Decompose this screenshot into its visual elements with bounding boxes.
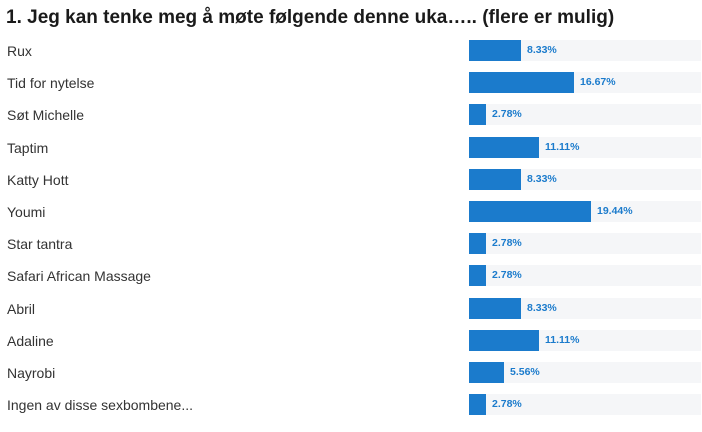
bar-row: Nayrobi 5.56% <box>0 359 702 391</box>
bar-value-label: 11.11% <box>545 140 580 153</box>
bar <box>469 361 504 383</box>
chart-title: 1. Jeg kan tenke meg å møte følgende den… <box>6 7 615 28</box>
category-label: Adaline <box>7 332 54 349</box>
bar-track: 8.33% <box>469 297 701 319</box>
bar-value-label: 16.67% <box>580 76 616 89</box>
bar-row: Adaline 11.11% <box>0 327 702 359</box>
category-label: Youmi <box>7 203 46 220</box>
bar <box>469 297 521 319</box>
bar <box>469 200 591 222</box>
bar-value-label: 8.33% <box>527 172 557 185</box>
bar-value-label: 11.11% <box>545 333 580 346</box>
bar-value-label: 2.78% <box>492 269 522 282</box>
bar-track: 19.44% <box>469 200 701 222</box>
bar-row: Ingen av disse sexbombene... 2.78% <box>0 391 702 423</box>
bar <box>469 265 486 287</box>
bar-value-label: 8.33% <box>527 44 557 56</box>
category-label: Nayrobi <box>7 364 56 381</box>
bar <box>469 329 539 351</box>
bar-track: 8.33% <box>469 40 701 61</box>
bar <box>469 168 521 190</box>
bar-track: 2.78% <box>469 394 701 416</box>
bar <box>469 233 486 255</box>
bar-row: Tid for nytelse 16.67% <box>0 69 702 101</box>
bar-row: Abril 8.33% <box>0 295 702 327</box>
bar-row: Rux 8.33% <box>0 37 702 69</box>
bar-value-label: 5.56% <box>510 365 540 378</box>
category-label: Star tantra <box>7 236 73 253</box>
bar <box>469 136 539 158</box>
bar <box>469 72 574 94</box>
bar <box>469 394 486 416</box>
bar-row: Youmi 19.44% <box>0 198 702 230</box>
category-label: Rux <box>7 43 32 59</box>
bar-track: 11.11% <box>469 136 701 158</box>
bar-value-label: 19.44% <box>597 204 633 217</box>
bar-row: Safari African Massage 2.78% <box>0 262 702 294</box>
bar-track: 11.11% <box>469 329 701 351</box>
bar-row: Søt Michelle 2.78% <box>0 101 702 133</box>
bar-chart: Rux 8.33% Tid for nytelse 16.67% Søt Michell… <box>0 37 702 423</box>
bar-row: Taptim 11.11% <box>0 134 702 166</box>
category-label: Abril <box>7 300 36 317</box>
bar <box>469 40 521 61</box>
bar-value-label: 8.33% <box>527 301 557 314</box>
category-label: Katty Hott <box>7 171 69 188</box>
bar-value-label: 2.78% <box>492 108 522 121</box>
bar-row: Katty Hott 8.33% <box>0 166 702 198</box>
bar-track: 5.56% <box>469 361 701 383</box>
category-label: Søt Michelle <box>7 107 85 124</box>
bar-track: 2.78% <box>469 233 701 255</box>
bar-track: 2.78% <box>469 265 701 287</box>
category-label: Taptim <box>7 139 49 156</box>
bar <box>469 104 486 126</box>
bar-row: Star tantra 2.78% <box>0 230 702 262</box>
bar-track: 8.33% <box>469 168 701 190</box>
category-label: Safari African Massage <box>7 268 151 285</box>
category-label: Tid for nytelse <box>7 75 95 92</box>
bar-value-label: 2.78% <box>492 398 522 411</box>
bar-track: 2.78% <box>469 104 701 126</box>
category-label: Ingen av disse sexbombene... <box>7 397 194 414</box>
bar-track: 16.67% <box>469 72 701 94</box>
bar-value-label: 2.78% <box>492 237 522 250</box>
